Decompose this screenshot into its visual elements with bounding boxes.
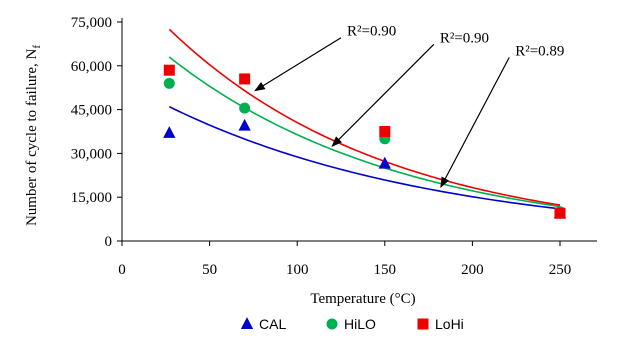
legend-marker-cal [240, 317, 254, 329]
legend-label-hilo: HiLO [344, 316, 376, 332]
x-tick-label: 100 [286, 262, 309, 278]
legend-label-lohi: LoHi [435, 316, 464, 332]
trendline-cal [168, 105, 561, 210]
x-tick-label: 250 [549, 262, 572, 278]
axis-titles: Temperature (°C) Number of cycle to failu… [24, 45, 416, 307]
x-tick-label: 150 [374, 262, 397, 278]
trendline-hilo [168, 56, 561, 208]
annotation-label: R²=0.90 [440, 30, 489, 46]
annotations: R²=0.90 R²=0.90 R²=0.89 [254, 24, 564, 189]
y-tick-label: 45,000 [71, 103, 112, 119]
data-point-cal [238, 118, 251, 131]
annotation-arrow [440, 57, 510, 189]
data-point-lohi [239, 73, 251, 85]
annotation-label: R²=0.90 [347, 24, 396, 40]
x-tick-label: 0 [118, 262, 126, 278]
data-point-lohi [379, 126, 391, 137]
x-tick-label: 200 [461, 262, 484, 278]
axes: 0 15,000 30,000 45,000 60,000 75,000 0 50 100 150… [71, 15, 597, 278]
legend-marker-hilo [326, 318, 338, 330]
legend-marker-lohi [417, 318, 429, 330]
y-axis-title-main: Number of cycle to failure, N [24, 48, 40, 226]
y-axis-title: Number of cycle to failure, Nf [24, 45, 43, 226]
x-tick-label: 50 [202, 262, 217, 278]
annotation-arrow [331, 43, 435, 147]
legend-label-cal: CAL [259, 316, 286, 332]
y-tick-label: 75,000 [71, 15, 112, 31]
data-points [163, 64, 567, 219]
y-tick-label: 30,000 [71, 146, 112, 162]
y-tick-label: 0 [105, 234, 113, 250]
data-point-lohi [554, 207, 566, 219]
trendlines [168, 28, 561, 210]
legend: CAL HiLO LoHi [240, 316, 464, 332]
data-point-hilo [239, 102, 251, 114]
y-tick-label: 60,000 [71, 59, 112, 75]
data-point-hilo [163, 77, 175, 89]
data-point-cal [163, 126, 176, 138]
annotation-arrow [254, 37, 342, 92]
trendline-lohi [168, 28, 561, 206]
data-point-lohi [163, 64, 175, 76]
x-axis-title: Temperature (°C) [310, 291, 415, 307]
data-point-cal [378, 156, 391, 169]
y-axis-title-subscript: f [31, 45, 43, 49]
y-tick-label: 15,000 [71, 190, 112, 206]
annotation-label: R²=0.89 [515, 44, 564, 60]
